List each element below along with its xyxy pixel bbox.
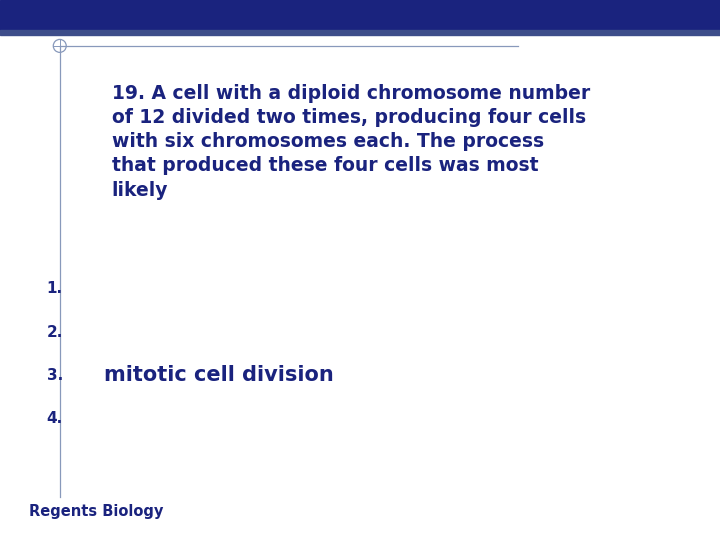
- Text: 19. A cell with a diploid chromosome number
of 12 divided two times, producing f: 19. A cell with a diploid chromosome num…: [112, 84, 590, 200]
- Text: 3.: 3.: [47, 368, 63, 383]
- Text: Regents Biology: Regents Biology: [29, 504, 163, 519]
- Bar: [0, 30, 720, 35]
- Text: 1.: 1.: [47, 281, 63, 296]
- Text: mitotic cell division: mitotic cell division: [104, 365, 334, 386]
- Bar: [0, 0, 720, 30]
- Text: 2.: 2.: [47, 325, 63, 340]
- Text: 4.: 4.: [47, 411, 63, 426]
